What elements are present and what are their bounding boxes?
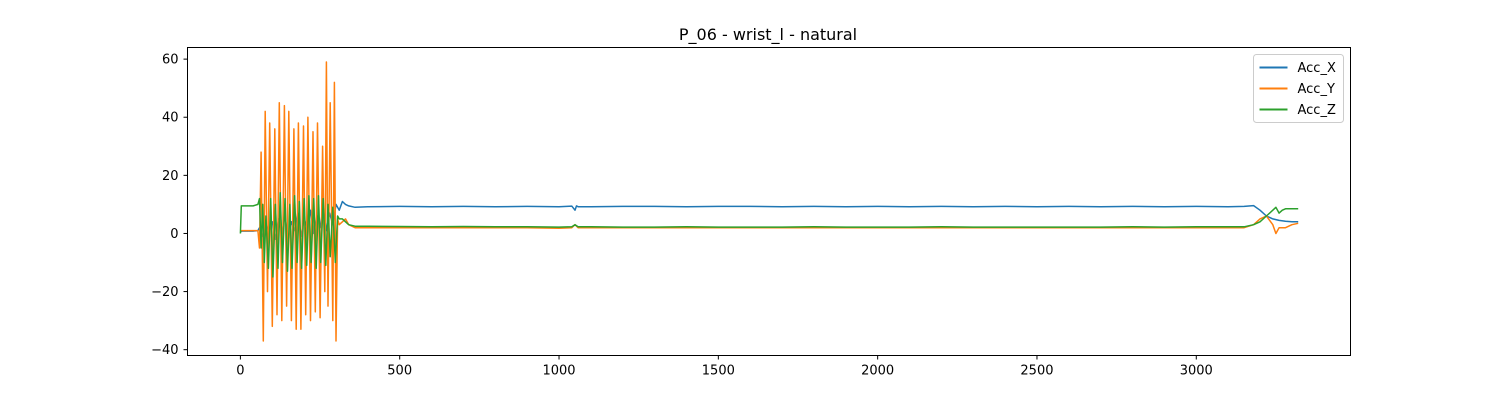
y-axis: −40 −20 0 20 40 60 bbox=[151, 53, 188, 358]
y-tick-label: 0 bbox=[170, 227, 178, 242]
plot-frame bbox=[187, 47, 1351, 356]
x-tick-label: 1000 bbox=[542, 364, 575, 379]
y-tick-label: −20 bbox=[151, 285, 178, 300]
chart-title: P_06 - wrist_l - natural bbox=[679, 25, 857, 45]
legend-box bbox=[1253, 54, 1344, 123]
y-tick-label: 40 bbox=[162, 111, 179, 126]
legend-label: Acc_Y bbox=[1298, 82, 1335, 97]
series-line-acc-z bbox=[239, 192, 1299, 278]
x-axis: 0 500 1000 1500 2000 2500 3000 bbox=[236, 355, 1213, 379]
y-tick-label: 20 bbox=[162, 169, 179, 184]
x-tick-label: 2000 bbox=[861, 364, 894, 379]
legend-label: Acc_Z bbox=[1298, 103, 1336, 118]
x-tick-label: 1500 bbox=[702, 364, 735, 379]
x-tick-label: 3000 bbox=[1180, 364, 1213, 379]
x-tick-label: 0 bbox=[236, 364, 244, 379]
x-tick-label: 2500 bbox=[1020, 364, 1053, 379]
y-tick-label: 60 bbox=[162, 53, 179, 68]
x-tick-label: 500 bbox=[387, 364, 412, 379]
legend-label: Acc_X bbox=[1298, 61, 1336, 76]
y-tick-label: −40 bbox=[151, 343, 178, 358]
legend: Acc_X Acc_Y Acc_Z bbox=[1253, 54, 1344, 123]
plot-lines bbox=[239, 61, 1299, 342]
